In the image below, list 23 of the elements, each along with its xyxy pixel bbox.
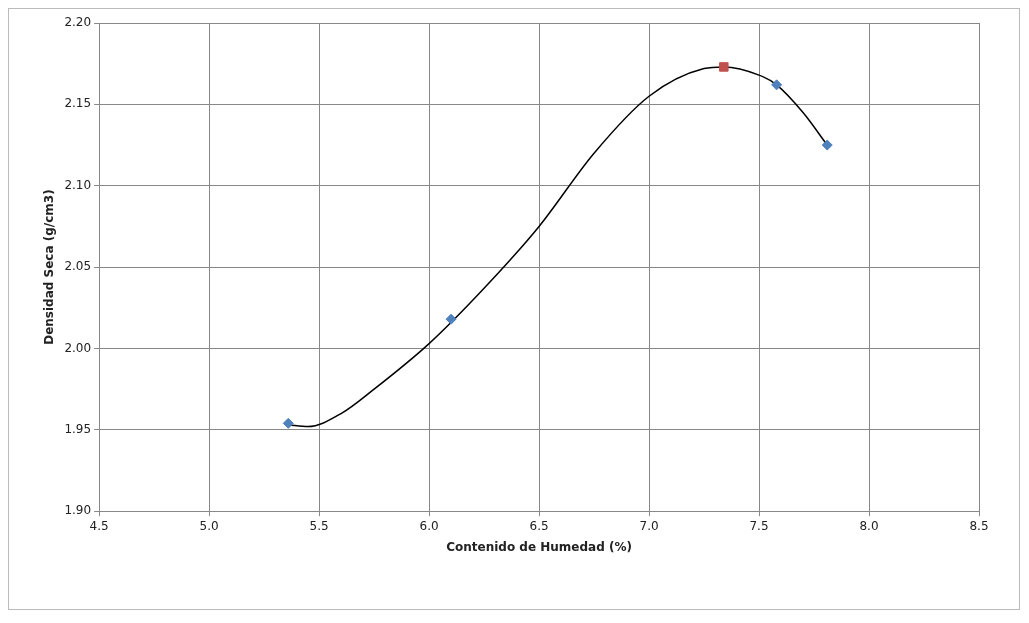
y-tick-label: 2.20 xyxy=(64,15,92,30)
x-tick-label: 8.5 xyxy=(969,518,989,533)
point xyxy=(282,417,294,429)
point xyxy=(445,313,457,325)
x-tick-label: 7.5 xyxy=(749,518,769,533)
x-tick-label: 5.5 xyxy=(309,518,329,533)
x-tick-label: 5.0 xyxy=(199,518,219,533)
x-tick-label: 6.0 xyxy=(419,518,439,533)
y-tick-label: 2.15 xyxy=(64,96,92,111)
point xyxy=(821,139,833,151)
x-tick-label: 7.0 xyxy=(639,518,659,533)
y-axis-title: Densidad Seca (g/cm3) xyxy=(42,189,57,345)
x-tick-label: 4.5 xyxy=(89,518,109,533)
point xyxy=(771,79,783,91)
point xyxy=(719,62,729,72)
y-tick-label: 2.00 xyxy=(64,340,92,355)
y-tick-label: 1.95 xyxy=(64,421,92,436)
y-tick-label: 2.05 xyxy=(64,259,92,274)
y-tick-label: 1.90 xyxy=(64,503,92,518)
x-tick-label: 8.0 xyxy=(859,518,879,533)
x-tick-label: 6.5 xyxy=(529,518,549,533)
y-tick-label: 2.10 xyxy=(64,177,92,192)
x-axis-title: Contenido de Humedad (%) xyxy=(446,539,632,554)
